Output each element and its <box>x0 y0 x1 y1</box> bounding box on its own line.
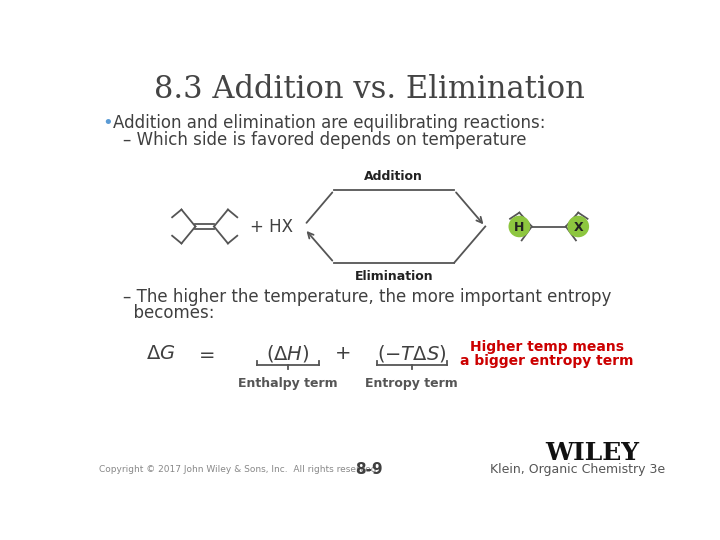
Text: Addition and elimination are equilibrating reactions:: Addition and elimination are equilibrati… <box>113 113 546 132</box>
Text: a bigger entropy term: a bigger entropy term <box>461 354 634 368</box>
Text: – Which side is favored depends on temperature: – Which side is favored depends on tempe… <box>122 131 526 149</box>
Text: Klein, Organic Chemistry 3e: Klein, Organic Chemistry 3e <box>490 463 665 476</box>
Circle shape <box>508 215 530 237</box>
Text: Entropy term: Entropy term <box>365 377 458 390</box>
Text: – The higher the temperature, the more important entropy: – The higher the temperature, the more i… <box>122 288 611 306</box>
Text: 8.3 Addition vs. Elimination: 8.3 Addition vs. Elimination <box>153 74 585 105</box>
Text: becomes:: becomes: <box>122 303 214 322</box>
Text: •: • <box>102 113 113 132</box>
Text: $\Delta G$: $\Delta G$ <box>145 344 175 363</box>
Text: Elimination: Elimination <box>354 271 433 284</box>
Text: WILEY: WILEY <box>546 441 639 465</box>
Circle shape <box>567 215 589 237</box>
Text: Addition: Addition <box>364 170 423 183</box>
Text: + HX: + HX <box>250 218 292 237</box>
Text: $(-T\Delta S)$: $(-T\Delta S)$ <box>377 343 446 364</box>
Text: $+$: $+$ <box>333 344 350 363</box>
Text: Enthalpy term: Enthalpy term <box>238 377 338 390</box>
Text: 8-9: 8-9 <box>355 462 383 477</box>
Text: $(\Delta H)$: $(\Delta H)$ <box>266 343 310 364</box>
Text: Copyright © 2017 John Wiley & Sons, Inc.  All rights reserved.: Copyright © 2017 John Wiley & Sons, Inc.… <box>99 465 379 474</box>
Text: $=$: $=$ <box>194 344 215 363</box>
Text: H: H <box>514 221 525 234</box>
Text: Higher temp means: Higher temp means <box>470 340 624 354</box>
Text: X: X <box>573 221 583 234</box>
